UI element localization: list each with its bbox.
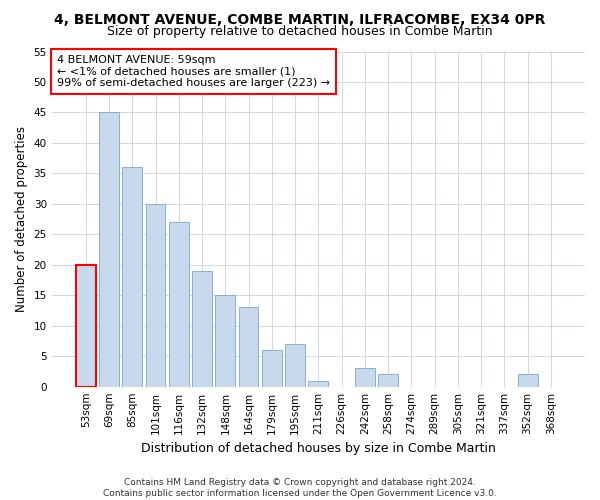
Text: Size of property relative to detached houses in Combe Martin: Size of property relative to detached ho… bbox=[107, 25, 493, 38]
Text: Contains HM Land Registry data © Crown copyright and database right 2024.
Contai: Contains HM Land Registry data © Crown c… bbox=[103, 478, 497, 498]
Bar bbox=[215, 296, 235, 386]
X-axis label: Distribution of detached houses by size in Combe Martin: Distribution of detached houses by size … bbox=[141, 442, 496, 455]
Bar bbox=[355, 368, 375, 386]
Bar bbox=[192, 271, 212, 386]
Bar bbox=[76, 265, 95, 386]
Bar bbox=[122, 168, 142, 386]
Bar bbox=[146, 204, 166, 386]
Bar bbox=[378, 374, 398, 386]
Bar bbox=[99, 112, 119, 386]
Bar bbox=[262, 350, 282, 387]
Bar bbox=[308, 380, 328, 386]
Text: 4, BELMONT AVENUE, COMBE MARTIN, ILFRACOMBE, EX34 0PR: 4, BELMONT AVENUE, COMBE MARTIN, ILFRACO… bbox=[55, 12, 545, 26]
Y-axis label: Number of detached properties: Number of detached properties bbox=[15, 126, 28, 312]
Bar bbox=[239, 308, 259, 386]
Bar bbox=[169, 222, 188, 386]
Bar bbox=[518, 374, 538, 386]
Bar bbox=[285, 344, 305, 387]
Text: 4 BELMONT AVENUE: 59sqm
← <1% of detached houses are smaller (1)
99% of semi-det: 4 BELMONT AVENUE: 59sqm ← <1% of detache… bbox=[57, 55, 330, 88]
